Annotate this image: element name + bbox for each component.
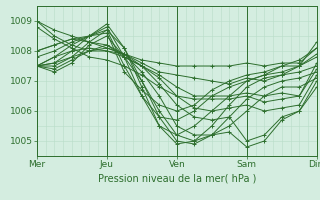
X-axis label: Pression niveau de la mer( hPa ): Pression niveau de la mer( hPa ): [98, 173, 256, 183]
